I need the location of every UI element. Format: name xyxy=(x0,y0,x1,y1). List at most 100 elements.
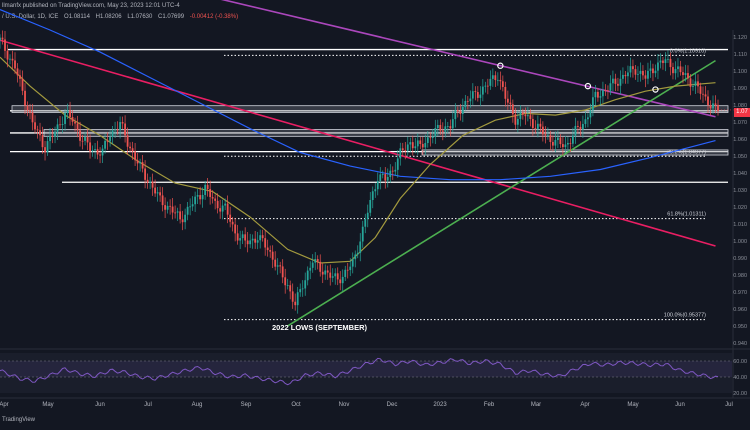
candle-body xyxy=(159,192,162,196)
candle-body xyxy=(21,78,24,91)
symbol-label: / U.S. Dollar, 1D, ICE xyxy=(2,14,59,20)
candle-body xyxy=(439,124,442,131)
candle-body xyxy=(91,150,94,152)
candle-body xyxy=(664,59,667,63)
candle-body xyxy=(709,105,712,109)
candle-body xyxy=(266,247,269,251)
candle-body xyxy=(456,110,459,112)
candle-body xyxy=(574,125,577,136)
candle-body xyxy=(511,104,514,115)
y-tick-label: 1.120 xyxy=(733,35,747,41)
x-tick-label: Jul xyxy=(725,402,733,408)
candle-body xyxy=(194,196,197,205)
candle-body xyxy=(354,254,357,260)
candle-body xyxy=(714,103,717,105)
fib-level-label: 100.0%(0.95377) xyxy=(664,313,706,319)
candle-body xyxy=(196,195,199,197)
candle-body xyxy=(471,91,474,99)
candle-body xyxy=(409,142,412,145)
resistance-zone xyxy=(11,105,729,113)
sma-50-line xyxy=(0,56,716,264)
candle-body xyxy=(366,212,369,219)
candle-body xyxy=(136,160,139,164)
y-tick-label: 1.000 xyxy=(733,239,747,245)
candle-body xyxy=(324,270,327,275)
candle-body xyxy=(39,130,41,136)
swing-high-marker xyxy=(584,82,592,90)
y-tick-label: 1.070 xyxy=(733,120,747,126)
candle-body xyxy=(374,189,377,192)
candle-body xyxy=(612,78,614,84)
candle-body xyxy=(179,211,182,220)
candle-body xyxy=(469,98,472,102)
candle-body xyxy=(614,78,617,84)
candle-body xyxy=(61,123,64,125)
candle-body xyxy=(577,125,579,127)
y-tick-label: 1.030 xyxy=(733,188,747,194)
candle-body xyxy=(146,179,149,183)
candle-body xyxy=(44,147,46,153)
candle-body xyxy=(239,238,242,241)
y-tick-label: 1.110 xyxy=(734,52,747,58)
candle-body xyxy=(261,235,264,239)
candle-body xyxy=(379,174,382,182)
candle-body xyxy=(349,266,352,271)
candle-body xyxy=(206,184,209,190)
candle-body xyxy=(104,140,106,149)
candle-body xyxy=(571,135,574,144)
candle-body xyxy=(624,74,627,77)
candle-body xyxy=(256,240,259,243)
tradingview-brand: TradingView xyxy=(2,417,36,423)
candle-body xyxy=(556,137,559,141)
candle-body xyxy=(326,270,329,273)
candle-body xyxy=(424,143,427,148)
candle-body xyxy=(139,162,141,164)
candle-body xyxy=(434,128,437,137)
candle-body xyxy=(89,142,91,152)
candle-body xyxy=(491,75,494,79)
x-tick-label: Sep xyxy=(241,402,252,408)
candle-body xyxy=(229,214,232,222)
candle-body xyxy=(546,135,549,136)
candle-body xyxy=(411,142,414,149)
candle-body xyxy=(399,148,402,159)
candle-body xyxy=(622,74,624,79)
candle-body xyxy=(669,58,672,68)
candle-body xyxy=(66,110,69,113)
candle-body xyxy=(276,265,279,267)
candle-body xyxy=(637,73,639,75)
candle-body xyxy=(96,149,99,155)
chart-header: llmanfx published on TradingView.com, Ma… xyxy=(0,0,750,30)
symbol-ohlc-line: / U.S. Dollar, 1D, ICE O1.08114 H1.08206… xyxy=(2,14,238,20)
x-tick-label: Dec xyxy=(387,402,398,408)
candle-body xyxy=(481,86,484,95)
x-tick-label: Oct xyxy=(291,402,301,408)
candle-body xyxy=(594,91,597,98)
candle-body xyxy=(64,112,66,124)
candle-body xyxy=(124,123,126,136)
y-tick-label: 1.010 xyxy=(733,222,747,228)
candle-body xyxy=(521,112,524,115)
x-tick-label: Apr xyxy=(580,402,589,408)
candle-body xyxy=(361,226,364,242)
candle-body xyxy=(554,140,557,146)
candle-body xyxy=(329,272,332,278)
candle-body xyxy=(49,136,51,142)
candle-body xyxy=(279,265,282,267)
candle-body xyxy=(259,235,262,241)
y-tick-label: 1.040 xyxy=(733,171,747,177)
candle-body xyxy=(251,238,254,241)
candle-body xyxy=(241,234,244,239)
candle-body xyxy=(394,169,397,172)
candle-body xyxy=(499,79,502,82)
candle-body xyxy=(211,197,214,199)
candle-body xyxy=(336,273,339,280)
publisher-text: llmanfx published on TradingView.com, Ma… xyxy=(2,3,180,9)
candle-body xyxy=(171,206,174,213)
candle-body xyxy=(584,119,587,124)
candle-body xyxy=(186,206,189,215)
candle-body xyxy=(174,212,177,214)
candle-body xyxy=(404,150,407,152)
candle-body xyxy=(551,141,554,146)
